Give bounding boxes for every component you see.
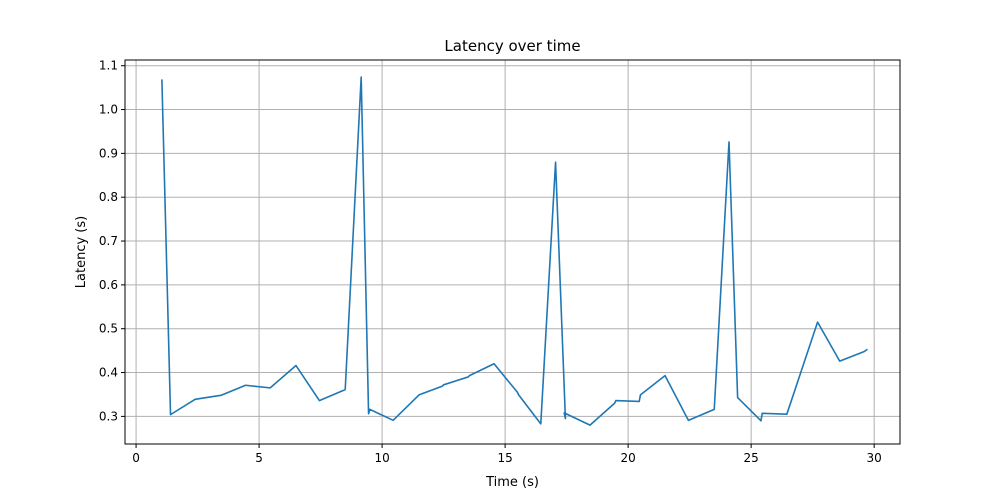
y-tick-label: 0.9 xyxy=(99,146,118,160)
x-tick-label: 25 xyxy=(744,451,759,465)
x-axis-label: Time (s) xyxy=(485,475,539,490)
axis-ticks: 0 5 10 15 20 25 30 0.3 0.4 0.5 0.6 0.7 0.8 0.9 1.0 1.1 xyxy=(99,59,882,465)
series-layer xyxy=(161,76,868,426)
y-tick-label: 0.7 xyxy=(99,234,118,248)
y-tick-label: 0.8 xyxy=(99,190,118,204)
plot-frame xyxy=(124,59,901,445)
grid xyxy=(125,60,900,444)
chart-title: Latency over time xyxy=(444,37,580,55)
y-tick-label: 0.6 xyxy=(99,278,118,292)
x-tick-label: 20 xyxy=(620,451,635,465)
x-tick-label: 15 xyxy=(497,451,512,465)
y-axis-label: Latency (s) xyxy=(74,216,89,288)
series-line xyxy=(161,76,868,426)
x-tick-label: 10 xyxy=(374,451,389,465)
y-tick-label: 1.0 xyxy=(99,103,118,117)
x-tick-label: 30 xyxy=(867,451,882,465)
x-tick-label: 5 xyxy=(255,451,263,465)
y-tick-label: 0.4 xyxy=(99,366,118,380)
x-tick-label: 0 xyxy=(132,451,140,465)
y-tick-label: 0.3 xyxy=(99,409,118,423)
y-tick-label: 1.1 xyxy=(99,59,118,73)
y-tick-label: 0.5 xyxy=(99,322,118,336)
